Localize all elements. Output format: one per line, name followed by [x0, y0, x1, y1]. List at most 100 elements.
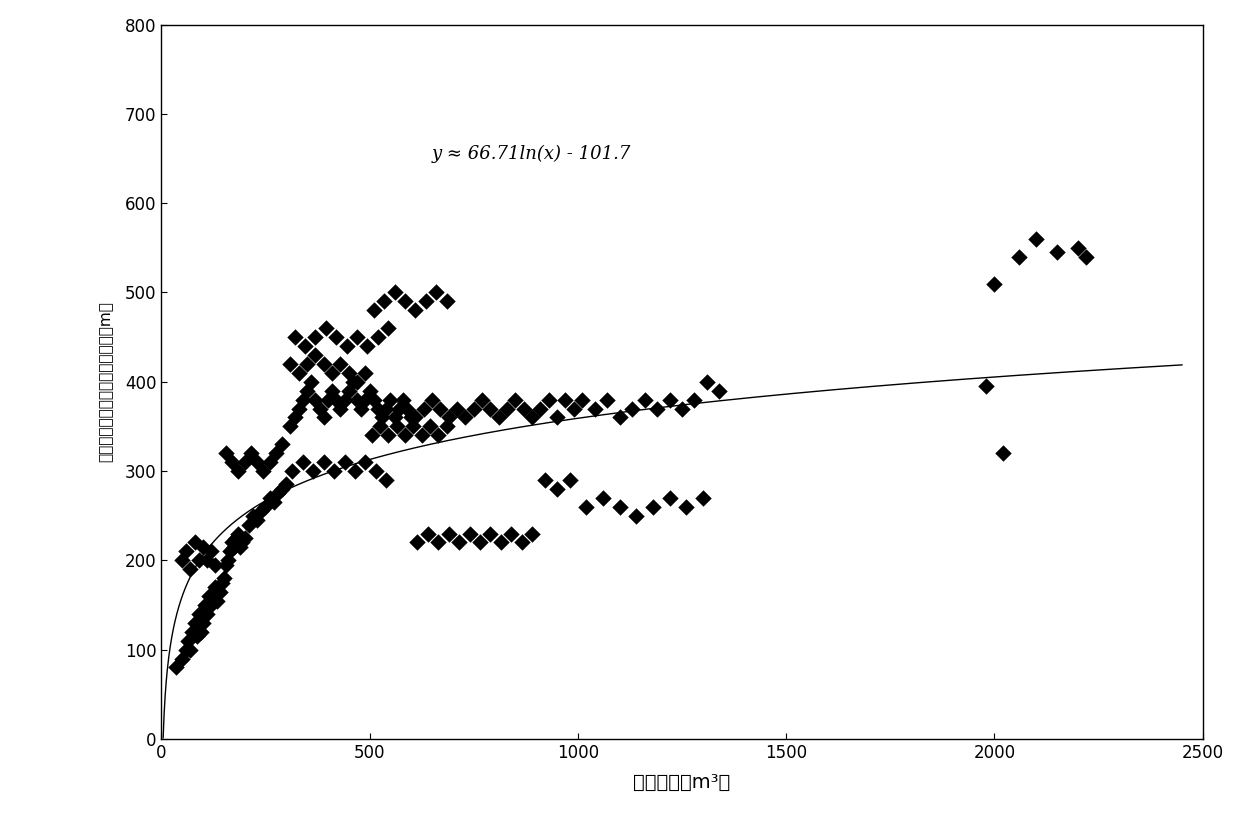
Point: [635, 393, 655, 406]
Point: [403, 420, 423, 433]
Point: [351, 402, 371, 415]
Point: [228, 527, 248, 540]
Point: [464, 402, 484, 415]
Point: [460, 527, 480, 540]
Point: [389, 402, 409, 415]
Point: [347, 331, 367, 344]
Point: [234, 531, 254, 544]
Point: [372, 410, 392, 424]
Point: [420, 420, 440, 433]
Point: [345, 465, 365, 478]
Point: [234, 456, 254, 469]
Point: [642, 500, 662, 513]
Point: [1068, 241, 1087, 255]
Point: [522, 410, 542, 424]
Point: [976, 379, 996, 392]
Point: [243, 509, 263, 522]
Point: [305, 331, 325, 344]
Point: [259, 491, 279, 504]
Point: [224, 540, 244, 553]
Point: [264, 496, 284, 509]
Point: [339, 366, 358, 379]
Point: [268, 487, 288, 500]
Point: [626, 509, 646, 522]
Point: [362, 429, 382, 442]
Point: [577, 500, 596, 513]
Point: [213, 571, 233, 585]
Point: [538, 393, 558, 406]
Point: [339, 384, 358, 397]
Point: [522, 527, 542, 540]
Point: [239, 518, 259, 531]
Point: [195, 599, 215, 612]
Point: [427, 286, 446, 299]
Point: [301, 375, 321, 388]
Point: [335, 456, 355, 469]
Point: [506, 393, 526, 406]
Point: [402, 410, 422, 424]
Point: [293, 456, 312, 469]
Point: [415, 295, 435, 308]
Point: [191, 626, 211, 639]
Point: [188, 608, 208, 621]
Point: [181, 643, 201, 656]
Point: [428, 429, 448, 442]
Point: [684, 393, 704, 406]
Point: [622, 402, 642, 415]
Point: [470, 536, 490, 549]
Point: [480, 527, 500, 540]
Point: [414, 402, 434, 415]
Point: [247, 456, 267, 469]
Point: [347, 393, 367, 406]
Point: [228, 465, 248, 478]
Point: [285, 410, 305, 424]
Point: [335, 393, 355, 406]
Point: [252, 505, 272, 518]
Y-axis label: 井下微地震监测的有效裂缝半长（m）: 井下微地震监测的有效裂缝半长（m）: [99, 301, 114, 462]
Point: [197, 608, 217, 621]
Point: [176, 545, 196, 558]
Point: [305, 393, 325, 406]
Point: [219, 545, 239, 558]
Point: [188, 553, 208, 566]
Point: [255, 500, 275, 513]
Point: [226, 531, 246, 544]
Point: [222, 456, 242, 469]
Point: [1047, 245, 1066, 259]
Point: [330, 357, 350, 370]
Point: [513, 402, 533, 415]
Point: [408, 536, 428, 549]
Point: [564, 402, 584, 415]
Point: [277, 478, 296, 491]
Point: [393, 393, 413, 406]
Point: [693, 491, 713, 504]
Point: [210, 585, 229, 599]
Point: [428, 536, 448, 549]
Point: [1027, 232, 1047, 245]
Point: [396, 429, 415, 442]
Point: [280, 420, 300, 433]
Point: [547, 482, 567, 495]
Point: [363, 304, 383, 317]
Point: [531, 402, 551, 415]
Point: [610, 500, 630, 513]
Point: [396, 295, 415, 308]
Point: [376, 402, 396, 415]
Point: [193, 617, 213, 630]
Point: [182, 626, 202, 639]
Point: [439, 410, 459, 424]
Point: [360, 384, 379, 397]
Point: [283, 465, 303, 478]
Point: [218, 553, 238, 566]
Point: [203, 589, 223, 603]
Point: [314, 357, 334, 370]
Point: [356, 393, 376, 406]
Point: [556, 393, 575, 406]
Point: [412, 429, 432, 442]
Point: [265, 447, 285, 460]
Point: [233, 536, 253, 549]
Point: [418, 527, 438, 540]
Point: [187, 630, 207, 643]
Point: [285, 331, 305, 344]
Point: [448, 402, 467, 415]
